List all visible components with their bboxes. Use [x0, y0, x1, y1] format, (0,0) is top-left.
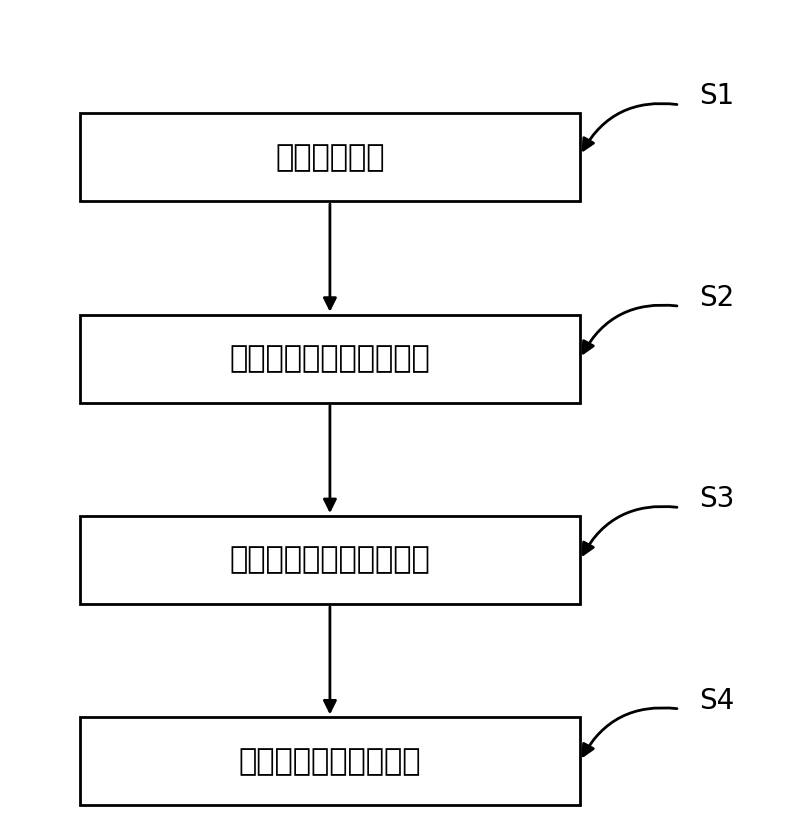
FancyBboxPatch shape — [80, 516, 580, 604]
Text: 建立肺结节检测分割网络: 建立肺结节检测分割网络 — [230, 344, 430, 373]
FancyBboxPatch shape — [80, 315, 580, 403]
Text: S1: S1 — [700, 82, 735, 111]
Text: 建立训练样本: 建立训练样本 — [275, 143, 385, 172]
Text: S3: S3 — [700, 485, 735, 513]
FancyBboxPatch shape — [80, 717, 580, 805]
FancyBboxPatch shape — [80, 113, 580, 201]
Text: S2: S2 — [700, 284, 735, 312]
Text: S4: S4 — [700, 686, 735, 715]
Text: 训练肺结节检测分割网络: 训练肺结节检测分割网络 — [230, 545, 430, 575]
Text: 虚拟医疗环境三维重建: 虚拟医疗环境三维重建 — [238, 747, 421, 776]
